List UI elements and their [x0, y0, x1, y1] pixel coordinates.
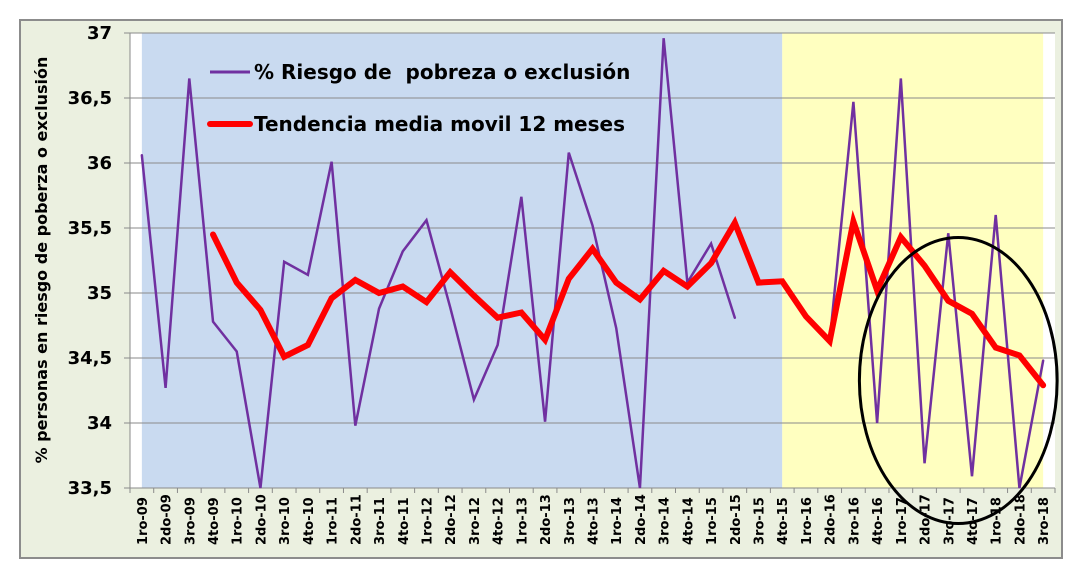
x-tick-label: 3ro-14 [658, 497, 673, 545]
x-tick-label: 2do-15 [729, 494, 744, 545]
x-tick-label: 4to-12 [492, 497, 507, 545]
y-tick-label: 34 [87, 413, 112, 434]
x-tick-label: 2do-12 [444, 494, 459, 545]
x-tick-label: 2do-11 [349, 494, 364, 545]
legend-label-riesgo: % Riesgo de pobreza o exclusión [254, 60, 630, 84]
y-tick-label: 37 [87, 23, 112, 44]
x-tick-label: 3ro-16 [847, 497, 862, 545]
x-tick-label: 3ro-17 [942, 497, 957, 545]
x-tick-label: 3ro-13 [563, 497, 578, 545]
series-line-1 [210, 210, 1047, 389]
x-tick-label: 3ro-11 [373, 497, 388, 545]
x-tick-label: 4to-11 [397, 497, 412, 545]
x-tick-label: 3ro-18 [1037, 497, 1052, 545]
y-tick-label: 36,5 [68, 88, 112, 109]
y-tick-label: 35,5 [68, 218, 112, 239]
plot-area: 33,5 34 34,5 35 35,5 36 36,5 37 1ro-09 2do-09 3ro-… [68, 23, 1059, 545]
x-tick-label: 2do-16 [824, 494, 839, 545]
shaded-region-0 [141, 33, 783, 488]
x-tick-label: 2do-09 [160, 494, 175, 545]
y-tick-label: 33,5 [68, 478, 112, 499]
x-tick-label: 3ro-10 [278, 497, 293, 545]
x-tick-label: 2do-17 [919, 494, 934, 545]
x-tick-label: 2do-18 [1013, 494, 1028, 545]
x-tick-label: 3ro-12 [468, 497, 483, 545]
x-tick-label: 1ro-14 [610, 497, 625, 545]
x-tick-label: 2do-10 [254, 494, 269, 545]
x-tick-label: 1ro-15 [705, 497, 720, 545]
y-tick-label: 34,5 [68, 348, 112, 369]
y-tick-label: 35 [87, 283, 112, 304]
x-tick-label: 1ro-10 [231, 497, 246, 545]
y-tick-label: 36 [87, 153, 112, 174]
x-tick-label: 4to-15 [776, 497, 791, 545]
x-tick-label: 4to-16 [871, 497, 886, 545]
x-tick-label: 1ro-18 [990, 497, 1005, 545]
y-axis-label: % personas en riesgo de poberza o exclus… [32, 57, 51, 464]
x-tick-label: 4to-14 [681, 497, 696, 545]
x-tick-label: 4to-13 [587, 497, 602, 545]
x-tick-label: 2do-13 [539, 494, 554, 545]
x-tick-label: 4to-10 [302, 497, 317, 545]
x-tick-label: 1ro-13 [515, 497, 530, 545]
x-tick-label: 3ro-15 [753, 497, 768, 545]
x-tick-label: 3ro-09 [183, 497, 198, 545]
x-tick-label: 1ro-09 [136, 497, 151, 545]
x-tick-label: 1ro-16 [800, 497, 815, 545]
legend-label-tendencia: Tendencia media movil 12 meses [254, 112, 625, 136]
annotation-ellipse [857, 236, 1059, 525]
legend: % Riesgo de pobreza o exclusión Tendenci… [207, 60, 630, 136]
x-tick-label: 1ro-11 [326, 497, 341, 545]
x-tick-label: 1ro-17 [895, 497, 910, 545]
x-tick-label: 4to-09 [207, 497, 222, 545]
x-tick-label: 2do-14 [634, 494, 649, 545]
x-tick-label: 1ro-12 [420, 497, 435, 545]
series-line-0 [140, 38, 737, 489]
